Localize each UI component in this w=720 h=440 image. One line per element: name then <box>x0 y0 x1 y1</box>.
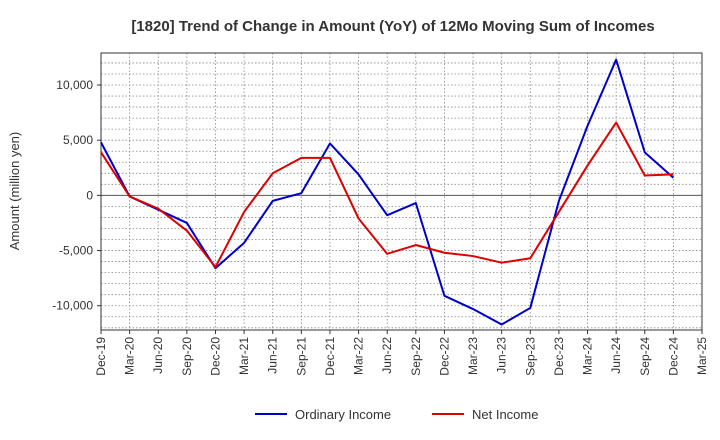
x-tick-label: Mar-20 <box>123 337 137 375</box>
x-tick-label: Dec-22 <box>437 337 451 376</box>
x-tick-label: Jun-22 <box>380 337 394 374</box>
x-tick-label: Sep-23 <box>523 337 537 376</box>
x-tick-label: Sep-22 <box>409 337 423 376</box>
y-tick-label: 10,000 <box>56 78 93 92</box>
series-lines <box>100 58 675 326</box>
y-tick-label: -5,000 <box>59 244 93 258</box>
y-axis-ticks: 10,000 5,000 0 -5,000 -10,000 <box>52 78 101 313</box>
x-tick-label: Jun-24 <box>609 337 623 374</box>
x-tick-label: Sep-21 <box>294 337 308 376</box>
legend: Ordinary Income Net Income <box>255 407 538 422</box>
x-tick-label: Jun-21 <box>266 337 280 374</box>
grid <box>100 53 703 330</box>
y-tick-label: 5,000 <box>63 133 93 147</box>
y-axis-label: Amount (million yen) <box>7 132 22 251</box>
x-axis-ticks: Dec-19 Mar-20 Jun-20 Sep-20 Dec-20 Mar-21 Jun-… <box>94 330 709 376</box>
x-tick-label: Mar-25 <box>695 337 709 375</box>
y-tick-label: 0 <box>86 188 93 202</box>
x-tick-label: Sep-24 <box>638 337 652 376</box>
plot-border <box>100 52 703 331</box>
plot-frame <box>100 52 703 331</box>
series-line-net-income <box>100 121 674 269</box>
x-tick-label: Dec-24 <box>666 337 680 376</box>
x-tick-label: Dec-19 <box>94 337 108 376</box>
x-tick-label: Dec-20 <box>208 337 222 376</box>
x-tick-label: Mar-21 <box>237 337 251 375</box>
x-tick-label: Dec-23 <box>552 337 566 376</box>
legend-label: Ordinary Income <box>295 407 391 422</box>
y-tick-label: -10,000 <box>52 299 93 313</box>
x-tick-label: Mar-22 <box>352 337 366 375</box>
x-tick-label: Mar-24 <box>581 337 595 375</box>
x-tick-label: Mar-23 <box>466 337 480 375</box>
x-tick-label: Jun-23 <box>495 337 509 374</box>
series-line-ordinary-income <box>100 58 675 326</box>
legend-label: Net Income <box>472 407 538 422</box>
x-tick-label: Jun-20 <box>151 337 165 374</box>
chart-title: [1820] Trend of Change in Amount (YoY) o… <box>131 18 654 35</box>
x-tick-label: Dec-21 <box>323 337 337 376</box>
x-tick-label: Sep-20 <box>180 337 194 376</box>
